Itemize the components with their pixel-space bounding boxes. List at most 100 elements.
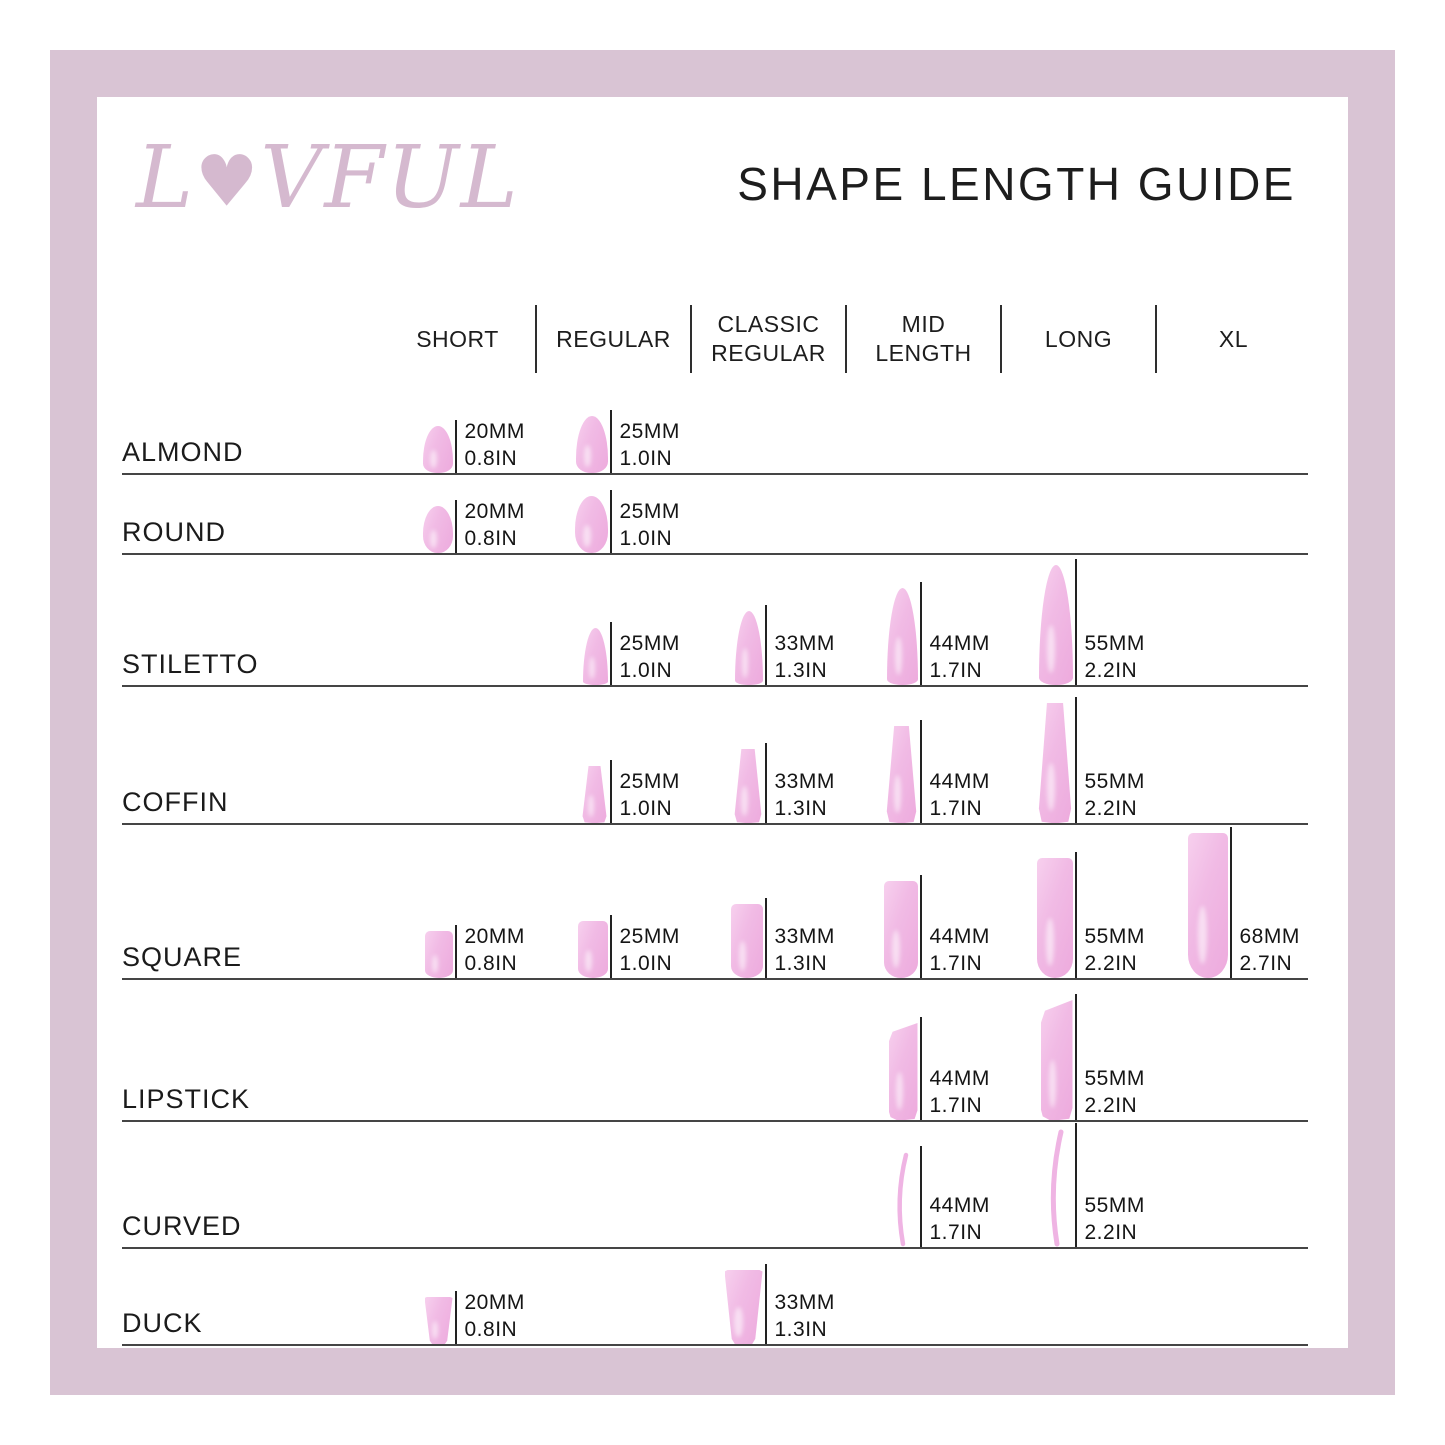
size-mm: 25MM xyxy=(619,420,680,443)
nail-shape-coffin-classic xyxy=(734,749,762,823)
row-label-coffin: COFFIN xyxy=(122,787,229,817)
measure-line xyxy=(1074,697,1077,823)
size-in: 1.3IN xyxy=(774,797,828,820)
cell-square-mid-length: 44MM 1.7IN xyxy=(845,875,1000,978)
nail-shape-square-long xyxy=(1036,858,1073,978)
shape-row-coffin: COFFIN 25MM 1.0IN 33MM 1.3IN 44MM 1.7IN xyxy=(122,687,1308,825)
row-label-square: SQUARE xyxy=(122,942,243,972)
size-in: 2.2IN xyxy=(1084,1221,1138,1244)
size-in: 1.3IN xyxy=(774,952,828,975)
cell-lipstick-long: 55MM 2.2IN xyxy=(1000,994,1155,1120)
cell-square-regular: 25MM 1.0IN xyxy=(535,915,690,978)
cell-stiletto-mid-length: 44MM 1.7IN xyxy=(845,582,1000,685)
measure-line xyxy=(919,1017,922,1120)
size-mm: 44MM xyxy=(929,1194,990,1217)
measure-line xyxy=(454,420,457,473)
size-mm: 25MM xyxy=(619,770,680,793)
size-in: 2.7IN xyxy=(1239,952,1293,975)
cell-almond-short: 20MM 0.8IN xyxy=(380,418,535,473)
page-title: SHAPE LENGTH GUIDE xyxy=(737,158,1296,210)
row-label-almond: ALMOND xyxy=(122,437,244,467)
nail-shape-coffin-long xyxy=(1038,703,1072,823)
cell-round-regular: 25MM 1.0IN xyxy=(535,490,690,553)
nail-shape-duck-short xyxy=(424,1297,453,1344)
cell-coffin-mid-length: 44MM 1.7IN xyxy=(845,720,1000,823)
nail-shape-square-classic xyxy=(730,904,763,978)
nail-shape-coffin-regular xyxy=(582,766,607,823)
logo-letter-l: L xyxy=(136,128,196,228)
nail-shape-curved-mid xyxy=(896,1152,908,1247)
logo-letters-vful: VFUL xyxy=(260,128,520,228)
measure-line xyxy=(609,760,612,823)
measure-line xyxy=(764,605,767,685)
nail-shape-stiletto-regular xyxy=(582,628,608,685)
shape-row-almond: ALMOND 20MM 0.8IN 25MM 1.0IN xyxy=(122,373,1308,475)
size-in: 2.2IN xyxy=(1084,1094,1138,1117)
nail-shape-stiletto-classic xyxy=(734,611,763,685)
size-in: 0.8IN xyxy=(464,952,518,975)
nail-shape-curved-long xyxy=(1050,1129,1063,1247)
measure-line xyxy=(1074,559,1077,685)
size-mm: 55MM xyxy=(1084,770,1145,793)
measure-line xyxy=(454,925,457,978)
cell-duck-short: 20MM 0.8IN xyxy=(380,1289,535,1344)
size-mm: 20MM xyxy=(464,1291,525,1314)
nail-shape-stiletto-long xyxy=(1038,565,1073,685)
size-in: 2.2IN xyxy=(1084,952,1138,975)
nail-shape-coffin-mid xyxy=(886,726,917,823)
column-header-regular: REGULAR xyxy=(535,305,690,373)
size-in: 1.3IN xyxy=(774,1318,828,1341)
cell-curved-long: 55MM 2.2IN xyxy=(1000,1123,1155,1247)
shape-row-square: SQUARE 20MM 0.8IN 25MM 1.0IN 33MM 1.3IN xyxy=(122,825,1308,980)
cell-stiletto-regular: 25MM 1.0IN xyxy=(535,622,690,685)
cell-duck-classic-regular: 33MM 1.3IN xyxy=(690,1264,845,1344)
cell-almond-regular: 25MM 1.0IN xyxy=(535,410,690,473)
cell-square-long: 55MM 2.2IN xyxy=(1000,852,1155,978)
measure-line xyxy=(919,582,922,685)
measure-line xyxy=(609,622,612,685)
size-in: 1.0IN xyxy=(619,952,673,975)
nail-shape-lipstick-long xyxy=(1040,1000,1073,1120)
measure-line xyxy=(1074,994,1077,1120)
cell-coffin-classic-regular: 33MM 1.3IN xyxy=(690,743,845,823)
size-in: 1.0IN xyxy=(619,659,673,682)
row-label-duck: DUCK xyxy=(122,1308,203,1338)
size-mm: 44MM xyxy=(929,925,990,948)
size-mm: 20MM xyxy=(464,925,525,948)
measure-line xyxy=(1074,1123,1077,1247)
column-header-xl: XL xyxy=(1155,305,1310,373)
nail-shape-almond-regular xyxy=(575,416,608,473)
size-mm: 25MM xyxy=(619,632,680,655)
pink-border-frame: L♥VFUL SHAPE LENGTH GUIDE SHORT REGULAR … xyxy=(50,50,1395,1395)
cell-square-xl: 68MM 2.7IN xyxy=(1155,827,1310,978)
column-header-long: LONG xyxy=(1000,305,1155,373)
row-label-stiletto: STILETTO xyxy=(122,649,259,679)
nail-shape-almond-short xyxy=(422,426,453,473)
nail-shape-square-short xyxy=(424,931,453,978)
size-in: 1.0IN xyxy=(619,527,673,550)
size-mm: 55MM xyxy=(1084,925,1145,948)
cell-coffin-long: 55MM 2.2IN xyxy=(1000,697,1155,823)
size-mm: 25MM xyxy=(619,925,680,948)
measure-line xyxy=(1074,852,1077,978)
nail-shape-stiletto-mid xyxy=(886,588,918,685)
nail-shape-lipstick-mid xyxy=(888,1023,918,1120)
nail-shape-square-mid xyxy=(883,881,918,978)
size-in: 1.7IN xyxy=(929,659,983,682)
size-in: 2.2IN xyxy=(1084,659,1138,682)
shape-row-round: ROUND 20MM 0.8IN 25MM 1.0IN xyxy=(122,475,1308,555)
measure-line xyxy=(609,490,612,553)
cell-lipstick-mid-length: 44MM 1.7IN xyxy=(845,1017,1000,1120)
row-label-curved: CURVED xyxy=(122,1211,242,1241)
size-in: 2.2IN xyxy=(1084,797,1138,820)
measure-line xyxy=(919,875,922,978)
cell-coffin-regular: 25MM 1.0IN xyxy=(535,760,690,823)
size-in: 1.7IN xyxy=(929,797,983,820)
cell-curved-mid-length: 44MM 1.7IN xyxy=(845,1146,1000,1247)
size-in: 0.8IN xyxy=(464,447,518,470)
nail-shape-square-regular xyxy=(577,921,608,978)
column-header-short: SHORT xyxy=(416,325,499,352)
size-in: 1.0IN xyxy=(619,447,673,470)
guide-panel: L♥VFUL SHAPE LENGTH GUIDE SHORT REGULAR … xyxy=(97,97,1348,1348)
size-mm: 25MM xyxy=(619,500,680,523)
